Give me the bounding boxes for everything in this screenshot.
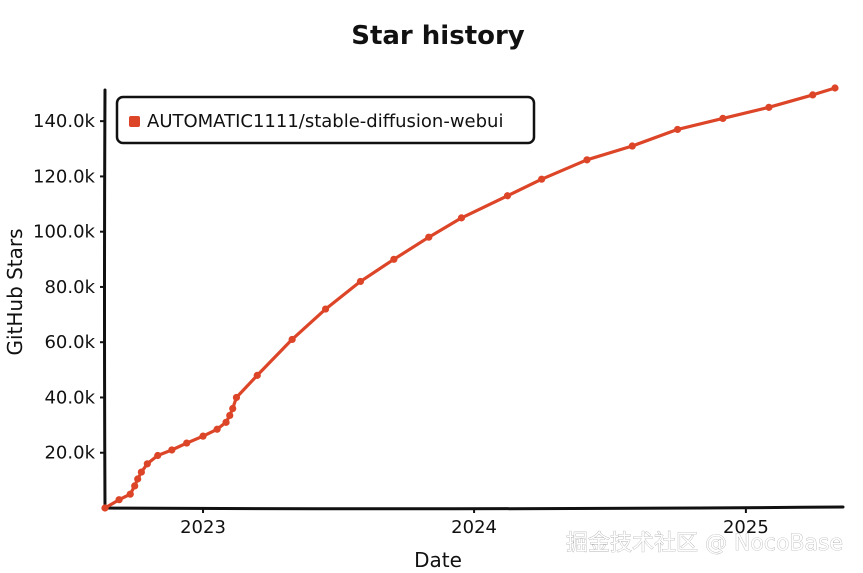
data-point <box>831 84 839 92</box>
data-point <box>673 125 682 134</box>
data-point <box>765 103 773 111</box>
x-ticks: 2023 2024 2025 <box>180 508 769 538</box>
series-layer <box>101 84 839 512</box>
data-point <box>226 411 234 420</box>
data-point <box>809 91 817 99</box>
y-tick-label: 80.0k <box>44 277 95 298</box>
data-point <box>425 233 433 241</box>
y-ticks: 20.0k 40.0k 60.0k 80.0k 100.0k 120.0k 140.0k <box>33 111 105 464</box>
data-point <box>457 214 466 222</box>
y-tick-label: 140.0k <box>33 111 96 132</box>
y-axis-label: GitHub Stars <box>3 228 27 355</box>
data-point <box>538 175 546 183</box>
data-point <box>143 460 151 468</box>
data-point <box>183 439 191 447</box>
x-axis-label: Date <box>414 548 462 572</box>
data-point <box>137 468 145 476</box>
data-point <box>229 404 237 413</box>
data-point <box>131 482 139 490</box>
y-axis-line <box>103 88 107 511</box>
data-point <box>503 192 512 200</box>
x-tick-label: 2024 <box>451 517 497 538</box>
series-line <box>103 86 837 510</box>
axes <box>101 88 845 511</box>
data-point <box>253 371 261 379</box>
y-tick-label: 120.0k <box>33 166 96 187</box>
data-point <box>628 142 636 150</box>
data-point <box>321 305 330 313</box>
data-point <box>101 504 109 512</box>
chart-title: Star history <box>351 21 525 51</box>
x-tick-label: 2023 <box>180 517 226 538</box>
data-point <box>115 496 123 504</box>
data-point <box>356 277 365 286</box>
data-point <box>288 335 296 344</box>
data-point <box>134 475 142 483</box>
data-point <box>126 490 134 498</box>
data-point <box>168 446 176 454</box>
legend-swatch <box>129 116 140 127</box>
data-point <box>719 114 727 122</box>
data-point <box>222 418 230 426</box>
data-point <box>199 432 207 440</box>
legend-box <box>115 95 536 145</box>
x-axis-line <box>101 505 845 511</box>
y-tick-label: 60.0k <box>44 332 95 353</box>
data-point <box>213 425 221 433</box>
y-tick-label: 100.0k <box>33 222 96 243</box>
watermark: 掘金技术社区 @ NocoBase <box>566 531 843 556</box>
data-point <box>154 451 162 460</box>
y-tick-label: 20.0k <box>44 443 95 464</box>
y-tick-label: 40.0k <box>44 387 95 408</box>
data-point <box>583 156 591 164</box>
legend: AUTOMATIC1111/stable-diffusion-webui <box>115 95 536 145</box>
legend-entry-label: AUTOMATIC1111/stable-diffusion-webui <box>147 111 503 132</box>
data-point <box>390 255 398 263</box>
x-tick-label: 2025 <box>723 517 769 538</box>
data-point <box>232 393 241 402</box>
